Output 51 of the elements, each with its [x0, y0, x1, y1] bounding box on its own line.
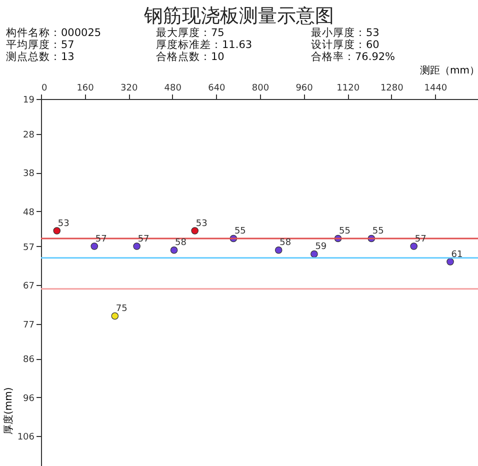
chart-title: 钢筋现浇板测量示意图: [143, 4, 335, 27]
text: 合格率：76.92%: [311, 51, 396, 63]
text: 平均厚度：57: [6, 39, 76, 51]
text: 构件名称：000025: [6, 27, 102, 39]
text: 测点总数：13: [6, 51, 76, 63]
data-label: 53: [58, 218, 70, 229]
point: [191, 227, 198, 234]
y-axis-title: 厚度(mm): [2, 387, 14, 434]
y-tick-label: 106: [17, 432, 35, 443]
text: 最大厚度：75: [156, 27, 226, 39]
x-tick-label: 1280: [380, 84, 404, 94]
x-tick-label: 480: [164, 84, 182, 94]
data-label: 55: [372, 226, 384, 236]
point: [53, 227, 61, 234]
text: 设计厚度：60: [311, 39, 380, 51]
x-tick-label: 1120: [336, 84, 360, 94]
point: [446, 258, 454, 266]
point: [90, 242, 98, 250]
x-tick-label: 960: [296, 84, 314, 94]
text: 厚度标准差：11.63: [156, 39, 254, 51]
data-label: 75: [116, 304, 128, 314]
text: 合格点数：10: [156, 51, 226, 63]
data-label: 55: [234, 226, 246, 236]
x-tick-label: 640: [208, 84, 226, 94]
data-label: 55: [339, 226, 350, 236]
data-label: 53: [196, 218, 208, 229]
x-tick-label: 320: [120, 84, 138, 94]
x-tick-label: 160: [76, 84, 94, 94]
x-tick-label: 0: [42, 84, 48, 94]
data-label: 58: [280, 238, 292, 248]
x-tick-label: 800: [252, 84, 270, 94]
y-tick-label: 28: [23, 130, 35, 140]
y-tick-label: 19: [23, 96, 35, 106]
y-tick-label: 77: [23, 320, 34, 330]
point: [274, 246, 282, 254]
text: 最小厚度：53: [311, 27, 380, 39]
y-tick-label: 48: [23, 208, 35, 218]
data-label: 59: [315, 242, 327, 252]
y-tick-label: 96: [23, 394, 35, 404]
y-tick-label: 86: [23, 355, 35, 366]
y-tick-label: 38: [23, 169, 35, 180]
data-label: 58: [175, 238, 187, 248]
x-axis-title: 测距（mm）: [420, 64, 478, 76]
point: [111, 312, 119, 320]
point: [170, 246, 178, 254]
x-tick-label: 1440: [424, 84, 448, 94]
point: [133, 242, 140, 250]
point: [410, 242, 418, 250]
y-tick-label: 67: [23, 282, 34, 292]
y-tick-label: 57: [23, 242, 34, 253]
point: [310, 250, 318, 258]
